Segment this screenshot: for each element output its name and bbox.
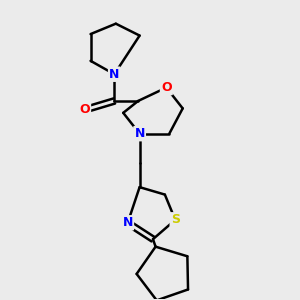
Text: N: N bbox=[109, 68, 119, 81]
Text: O: O bbox=[79, 103, 90, 116]
Text: O: O bbox=[161, 81, 172, 94]
Text: N: N bbox=[122, 216, 133, 229]
Text: S: S bbox=[171, 213, 180, 226]
Text: N: N bbox=[134, 127, 145, 140]
